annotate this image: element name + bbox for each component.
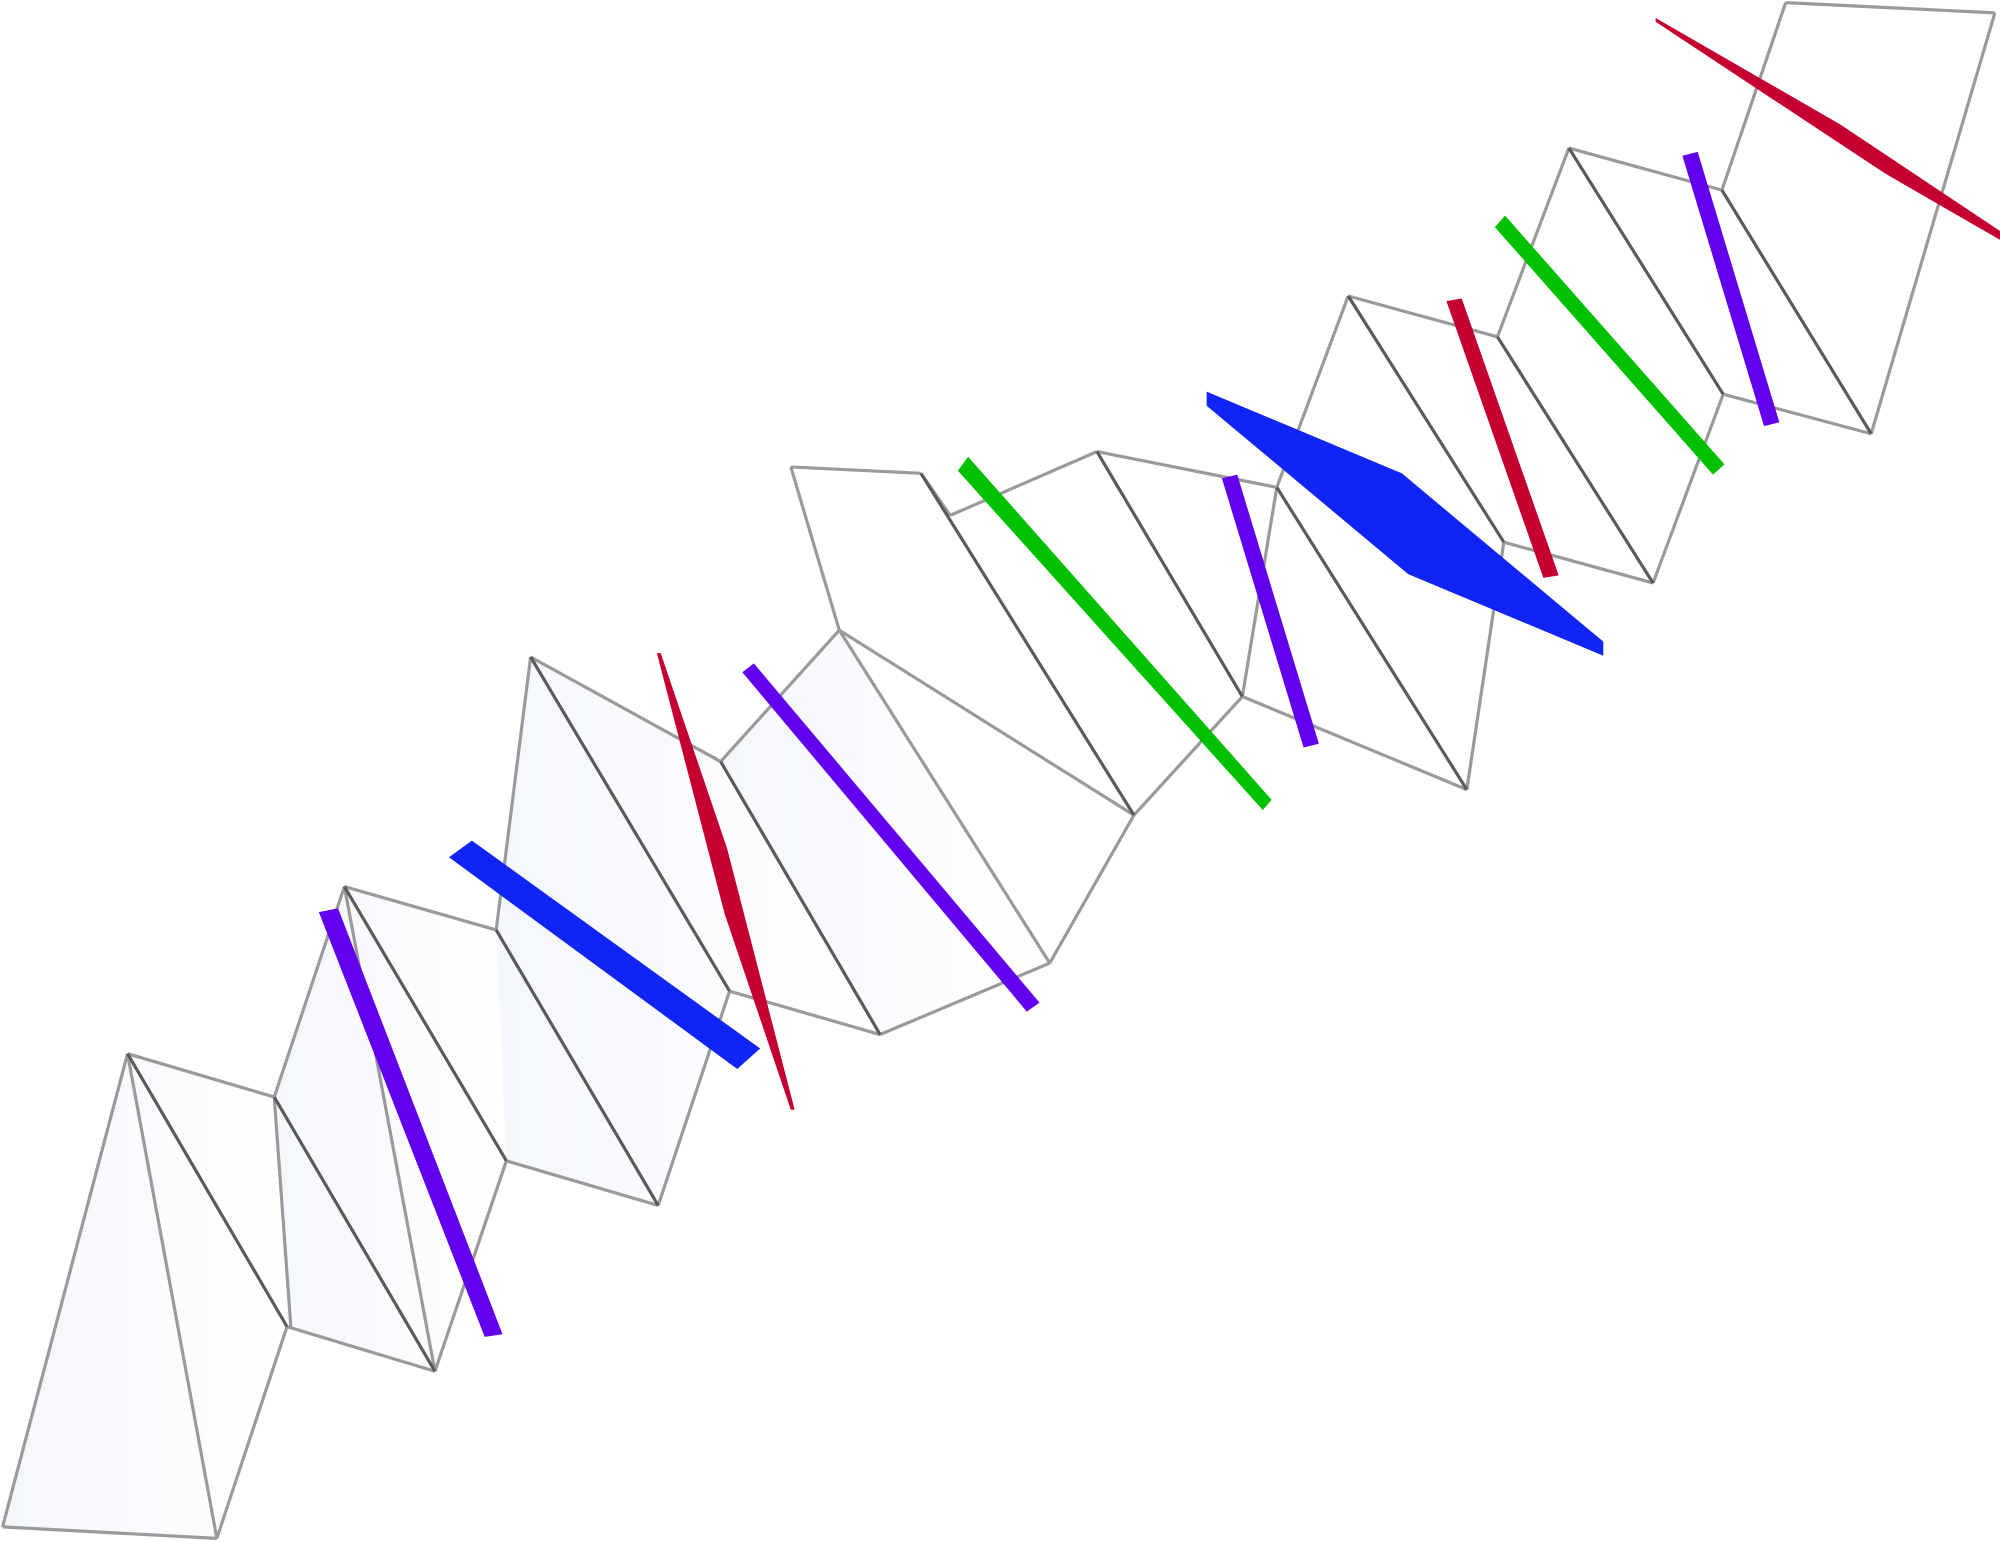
purple-strip (1682, 151, 1780, 427)
edge-line (1785, 1, 1995, 15)
edge-line (1651, 393, 1725, 584)
purple-strip (742, 663, 1040, 1012)
edge-line (2, 1525, 217, 1540)
edge-line (1496, 335, 1655, 584)
edge-line (343, 885, 497, 932)
edge-line (1275, 486, 1469, 791)
edge-line (1503, 540, 1654, 585)
edges-dark (126, 147, 1873, 1373)
edge-line (505, 1159, 659, 1207)
panel (2, 1053, 291, 1539)
panel-fills (2, 630, 1050, 1539)
blue-strip (1206, 391, 1604, 656)
edge-line (1567, 147, 1725, 396)
edge-line (494, 929, 660, 1207)
edge-line (343, 885, 508, 1162)
edge-line (1720, 2, 1788, 191)
edge-line (790, 465, 921, 475)
red-strip (656, 653, 795, 1110)
edge-line (127, 1052, 275, 1099)
red-strip (1655, 17, 2000, 240)
strips (318, 17, 2000, 1337)
edge-line (1346, 295, 1506, 544)
edge-line (272, 1096, 437, 1373)
edge-line (719, 760, 882, 1036)
edge-line (529, 656, 731, 992)
edge-line (1, 1053, 130, 1528)
edge-line (1869, 12, 1997, 435)
edge-line (837, 629, 1052, 964)
green-strip (957, 456, 1272, 811)
purple-strip (318, 908, 503, 1337)
edge-line (879, 961, 1051, 1037)
edge-line (286, 1325, 436, 1373)
edge-line (1095, 450, 1244, 698)
edge-line (272, 1096, 293, 1327)
red-strip (1446, 298, 1559, 578)
edge-line (125, 1053, 219, 1539)
edge-line (1048, 814, 1136, 964)
edge-line (789, 466, 841, 631)
edge-line (215, 1326, 289, 1539)
edge-line (1132, 695, 1244, 817)
purple-strip (1221, 474, 1319, 748)
blue-strip (448, 840, 761, 1069)
edge-line (1096, 450, 1278, 489)
edge-line (1720, 189, 1873, 435)
edge-line (838, 628, 1135, 817)
green-strip (1494, 215, 1725, 475)
edge-line (949, 450, 1098, 517)
edge-line (919, 472, 1136, 816)
panel (496, 656, 881, 1206)
edge-line (1495, 147, 1571, 338)
edge-line (1722, 392, 1872, 436)
edge-line (126, 1052, 289, 1328)
edge-line (1241, 695, 1468, 792)
